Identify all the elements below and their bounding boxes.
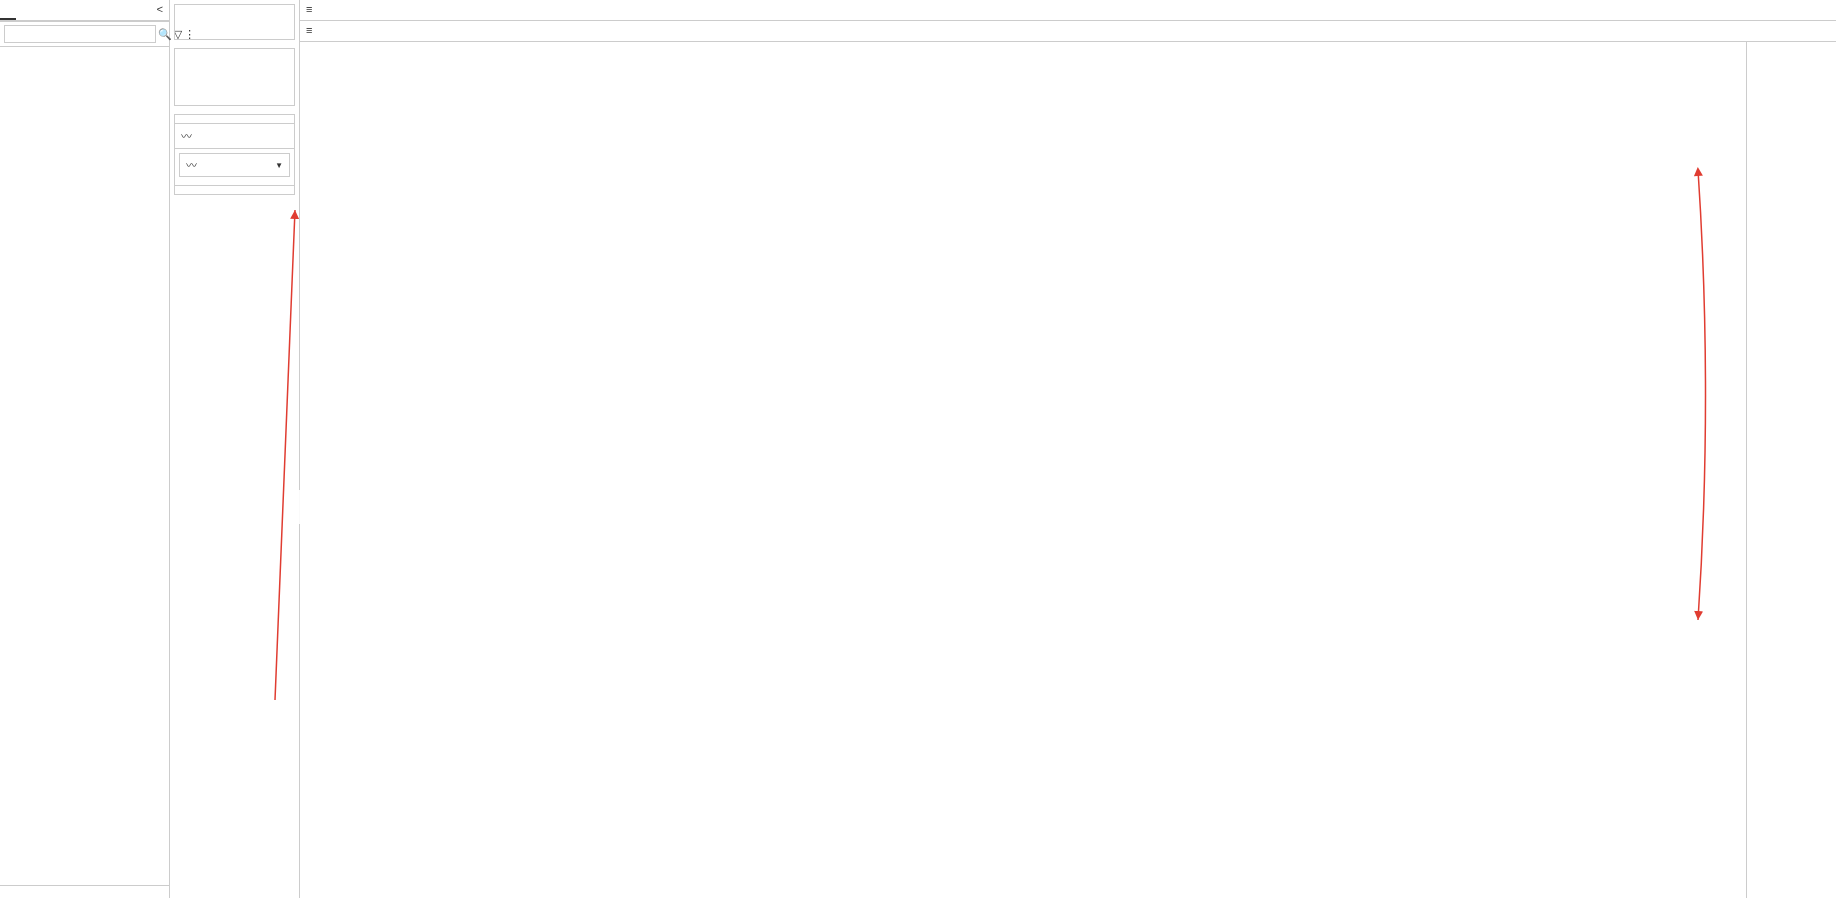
line-icon: 〰 bbox=[186, 157, 197, 173]
mark-type-dropdown[interactable]: 〰 ▼ bbox=[179, 153, 290, 177]
annotation-2 bbox=[1692, 480, 1696, 499]
columns-icon: ≡ bbox=[306, 4, 312, 16]
annotation-1 bbox=[190, 490, 520, 524]
tab-analytics[interactable] bbox=[16, 0, 32, 20]
parameters-header bbox=[0, 888, 169, 896]
filters-shelf[interactable] bbox=[174, 48, 295, 106]
line-icon: 〰 bbox=[181, 128, 192, 144]
columns-shelf[interactable]: ≡ bbox=[300, 0, 1836, 21]
table-section-header bbox=[0, 47, 169, 55]
collapse-panel-icon[interactable]: < bbox=[151, 0, 169, 20]
line-chart[interactable] bbox=[320, 60, 1736, 700]
marks-header bbox=[175, 115, 294, 124]
pages-shelf[interactable] bbox=[174, 4, 295, 40]
legend-panel bbox=[1746, 42, 1836, 898]
rows-icon: ≡ bbox=[306, 25, 312, 37]
field-tree bbox=[0, 55, 169, 885]
chart-viewport bbox=[300, 42, 1746, 898]
main-area: ≡ ≡ bbox=[300, 0, 1836, 898]
chevron-down-icon: ▼ bbox=[275, 161, 283, 170]
data-panel: < 🔍 ▽ ⋮ bbox=[0, 0, 170, 898]
rows-shelf[interactable]: ≡ bbox=[300, 21, 1836, 42]
marks-all-row[interactable]: 〰 bbox=[175, 124, 294, 149]
shelves-column: 〰 〰 ▼ bbox=[170, 0, 300, 898]
tab-data[interactable] bbox=[0, 0, 16, 20]
search-input[interactable] bbox=[4, 25, 156, 43]
marks-card: 〰 〰 ▼ bbox=[174, 114, 295, 195]
